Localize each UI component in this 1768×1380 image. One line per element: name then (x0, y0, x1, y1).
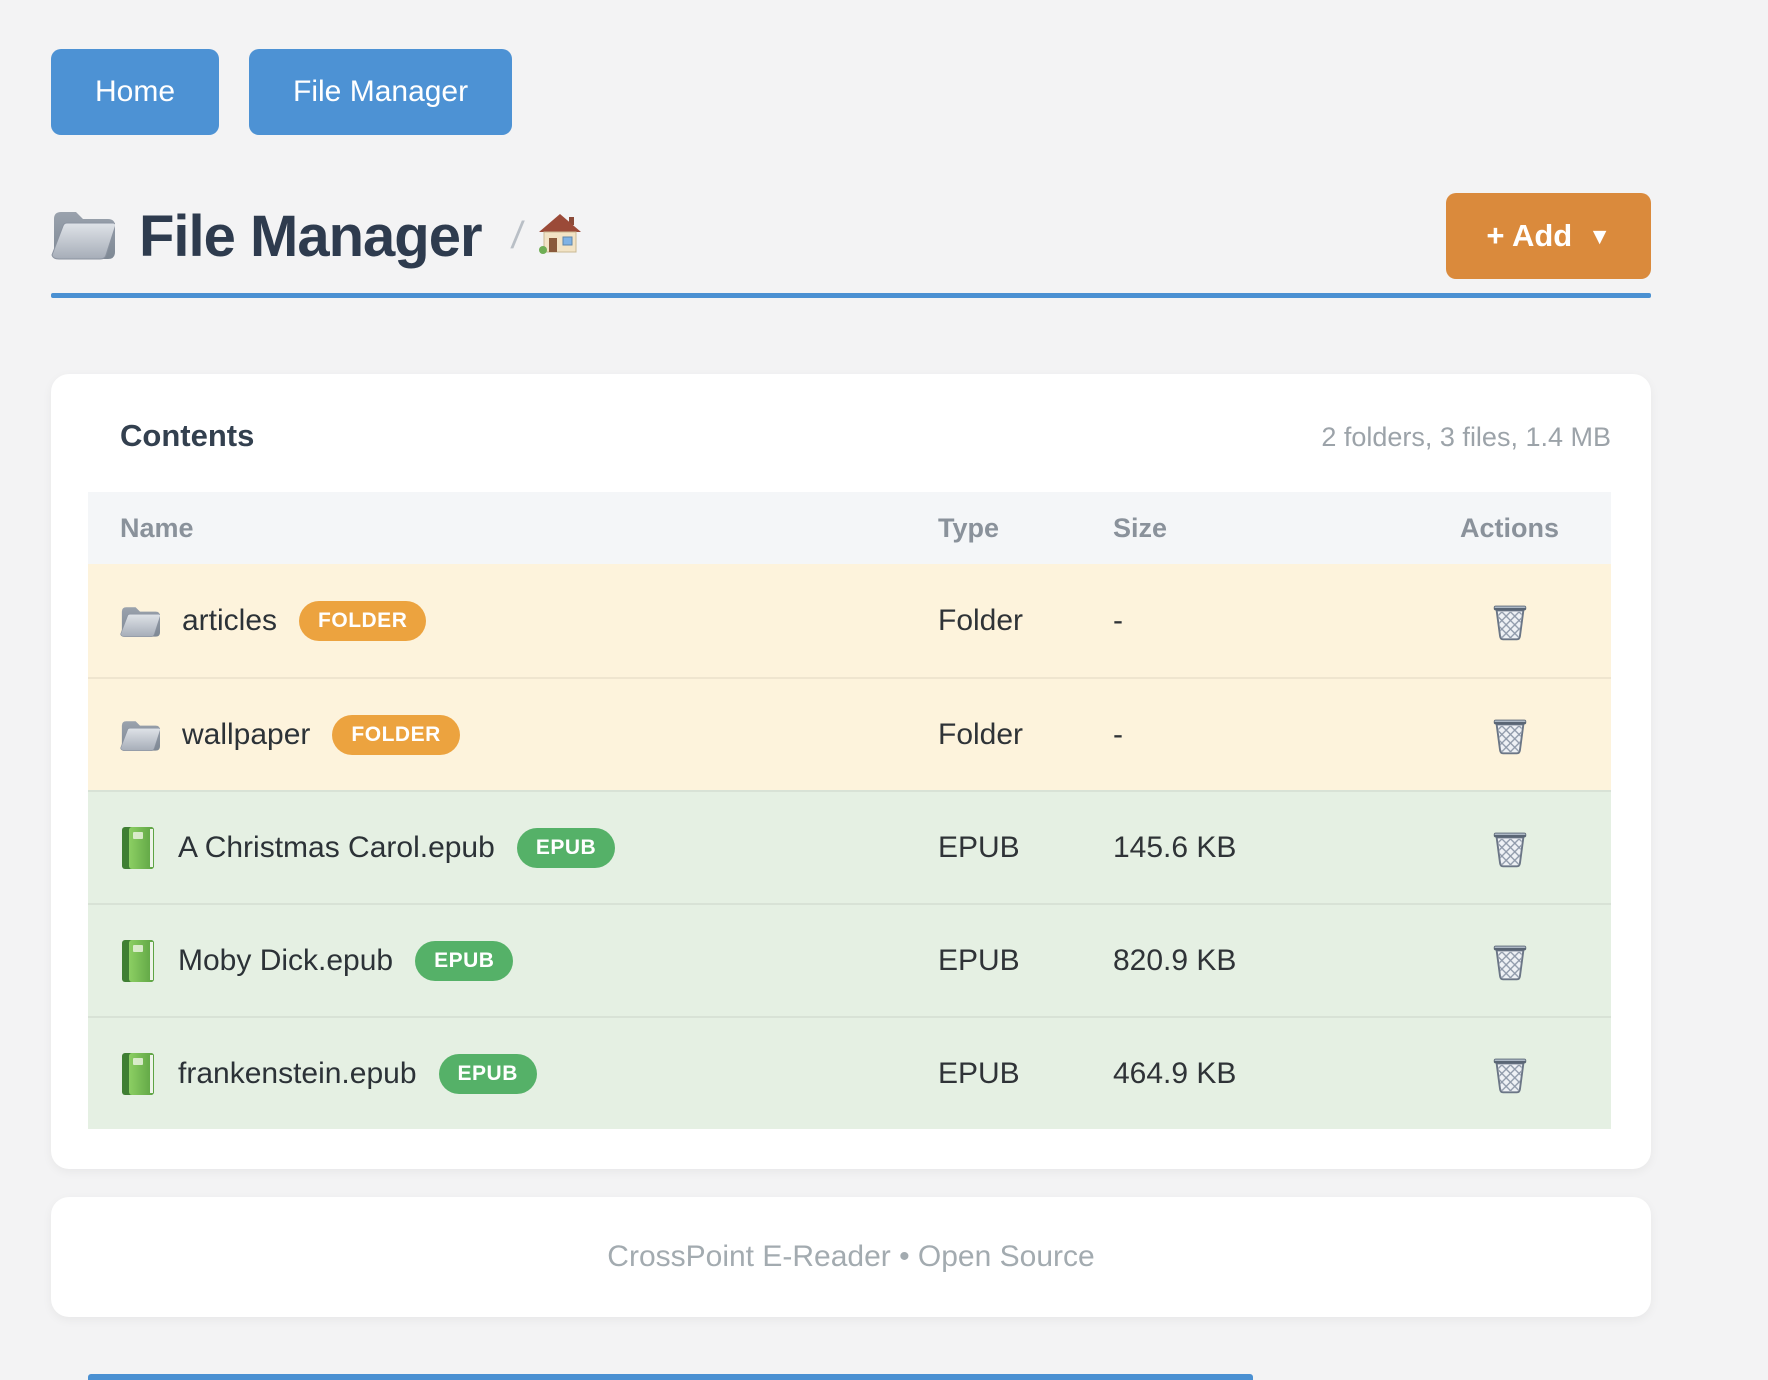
delete-button[interactable] (1485, 935, 1535, 985)
cutoff-blue-element (88, 1374, 1253, 1380)
type-badge: EPUB (415, 940, 514, 981)
delete-button[interactable] (1485, 822, 1535, 872)
trash-icon (1493, 945, 1526, 981)
trash-icon (1493, 832, 1526, 868)
file-name[interactable]: frankenstein.epub (178, 1056, 417, 1090)
column-header-name: Name (120, 512, 194, 543)
home-nav-button[interactable]: Home (51, 49, 220, 135)
trash-icon (1493, 1058, 1526, 1094)
contents-card: Contents 2 folders, 3 files, 1.4 MB Name… (51, 374, 1651, 1169)
trash-icon (1493, 605, 1526, 641)
add-button[interactable]: + Add ▼ (1446, 193, 1651, 279)
top-nav: Home File Manager (51, 0, 1651, 135)
footer-text: CrossPoint E-Reader • Open Source (607, 1240, 1095, 1273)
type-badge: FOLDER (299, 600, 427, 641)
folder-icon (120, 606, 160, 637)
type-badge: FOLDER (332, 714, 460, 755)
book-icon (122, 826, 154, 869)
type-badge: EPUB (516, 827, 616, 868)
book-icon (122, 939, 154, 982)
page-header: File Manager / + Add ▼ (51, 193, 1651, 279)
delete-button[interactable] (1485, 595, 1535, 645)
contents-title: Contents (120, 418, 255, 453)
file-name[interactable]: wallpaper (182, 717, 311, 751)
trash-icon (1493, 719, 1526, 755)
breadcrumb-separator: / (508, 214, 526, 257)
folder-icon (51, 207, 117, 266)
column-header-size: Size (1113, 512, 1168, 543)
file-name[interactable]: A Christmas Carol.epub (178, 830, 495, 864)
type-cell: EPUB (938, 830, 1020, 864)
book-icon (122, 1052, 154, 1095)
column-header-type: Type (938, 512, 1000, 543)
size-cell: - (1113, 603, 1123, 637)
header-divider (51, 293, 1651, 298)
file-name[interactable]: Moby Dick.epub (178, 943, 394, 977)
table-body: articles FOLDER Folder - (88, 564, 1611, 1129)
type-badge: EPUB (438, 1053, 537, 1094)
table-row: articles FOLDER Folder - (88, 564, 1611, 677)
table-row: frankenstein.epub EPUB EPUB 464.9 KB (88, 1016, 1611, 1129)
table-row: Moby Dick.epub EPUB EPUB 820.9 KB (88, 903, 1611, 1016)
folder-icon (120, 720, 160, 751)
caret-down-icon: ▼ (1588, 222, 1611, 249)
size-cell: 820.9 KB (1113, 943, 1237, 977)
type-cell: Folder (938, 717, 1024, 751)
table-row: wallpaper FOLDER Folder - (88, 677, 1611, 790)
table-header: Name Type Size Actions (88, 492, 1611, 564)
type-cell: EPUB (938, 943, 1020, 977)
table-row: A Christmas Carol.epub EPUB EPUB 145.6 K… (88, 790, 1611, 903)
file-manager-nav-button[interactable]: File Manager (249, 49, 513, 135)
size-cell: 145.6 KB (1113, 830, 1237, 864)
size-cell: 464.9 KB (1113, 1056, 1237, 1090)
file-name[interactable]: articles (182, 603, 278, 637)
size-cell: - (1113, 717, 1123, 751)
delete-button[interactable] (1485, 709, 1535, 759)
page-title: File Manager (139, 203, 483, 269)
type-cell: EPUB (938, 1056, 1020, 1090)
home-icon[interactable] (538, 213, 582, 260)
contents-summary: 2 folders, 3 files, 1.4 MB (1321, 422, 1611, 452)
type-cell: Folder (938, 603, 1024, 637)
delete-button[interactable] (1485, 1048, 1535, 1098)
file-manager-page: Home File Manager File Manager / (51, 0, 1651, 1317)
footer-card: CrossPoint E-Reader • Open Source (51, 1197, 1651, 1317)
column-header-actions: Actions (1459, 512, 1559, 543)
file-table: Name Type Size Actions articles FOLDER F… (88, 492, 1611, 1129)
breadcrumb: / (508, 213, 583, 260)
